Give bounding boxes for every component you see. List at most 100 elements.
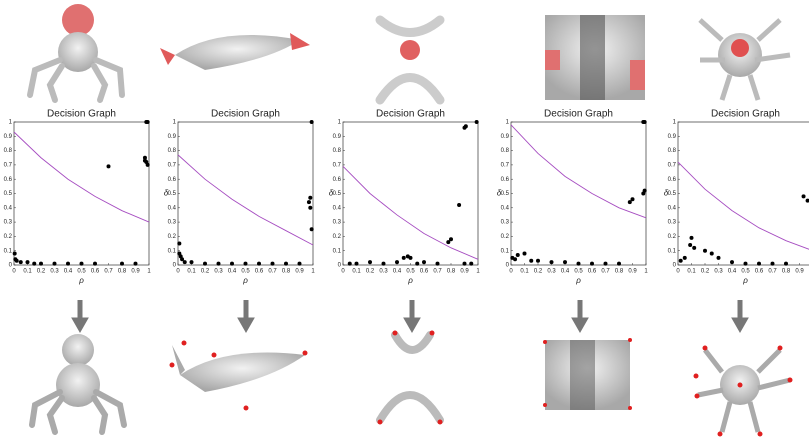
y-tick-label: 0.2 (333, 234, 342, 240)
x-tick-label: 0.4 (728, 269, 737, 275)
y-tick-label: 0.2 (168, 234, 177, 240)
x-tick-label: 0.3 (547, 269, 556, 275)
y-tick-label: 0.1 (168, 248, 177, 254)
x-tick-label: 0.5 (77, 269, 86, 275)
x-axis-label: ρ (78, 276, 84, 285)
x-tick-label: 0.3 (214, 269, 223, 275)
x-tick-label: 0.2 (201, 269, 210, 275)
point (577, 262, 581, 266)
x-tick-label: 0.8 (615, 269, 624, 275)
y-tick-label: 0.4 (333, 205, 342, 211)
chart-title: Decision Graph (711, 109, 780, 120)
arrows (72, 300, 748, 332)
y-tick-label: 0.3 (333, 220, 342, 226)
x-tick-label: 0.7 (104, 269, 113, 275)
x-tick-label: 1 (311, 269, 315, 275)
x-tick-label: 0.5 (406, 269, 415, 275)
point (679, 259, 683, 263)
x-tick-label: 0.1 (687, 269, 696, 275)
x-tick-label: 0 (676, 269, 680, 275)
point (402, 256, 406, 260)
point (39, 262, 43, 266)
y-tick-label: 0.7 (501, 162, 510, 168)
x-tick-label: 0.8 (782, 269, 791, 275)
y-tick-label: 0.2 (668, 234, 677, 240)
x-tick-label: 0.9 (295, 269, 304, 275)
point (80, 262, 84, 266)
x-tick-label: 0.6 (755, 269, 764, 275)
y-tick-label: 0.4 (501, 205, 510, 211)
x-tick-label: 0.9 (628, 269, 637, 275)
x-tick-label: 0.9 (460, 269, 469, 275)
x-tick-label: 0.3 (714, 269, 723, 275)
y-tick-label: 0.6 (668, 177, 677, 183)
x-axis-label: ρ (407, 276, 413, 285)
x-axis-label: ρ (242, 276, 248, 285)
plot-frame (178, 122, 313, 265)
x-tick-label: 0.7 (268, 269, 277, 275)
y-tick-label: 0.3 (501, 220, 510, 226)
point (604, 262, 608, 266)
y-tick-label: 0.6 (501, 177, 510, 183)
y-tick-label: 0.8 (4, 148, 13, 154)
y-tick-label: 0.5 (668, 191, 677, 197)
x-tick-label: 0 (509, 269, 513, 275)
x-tick-label: 0.2 (366, 269, 375, 275)
x-axis-label: ρ (575, 276, 581, 285)
chart-title: Decision Graph (211, 109, 280, 120)
point (19, 260, 23, 264)
y-tick-label: 0.6 (4, 177, 13, 183)
point (717, 256, 721, 260)
point (563, 260, 567, 264)
curve (178, 155, 313, 245)
x-tick-label: 0.2 (37, 269, 46, 275)
x-tick-label: 0.5 (574, 269, 583, 275)
point (529, 259, 533, 263)
x-tick-label: 0.4 (64, 269, 73, 275)
point (771, 262, 775, 266)
point (643, 189, 647, 193)
chart-title: Decision Graph (47, 109, 116, 120)
point (806, 199, 809, 203)
point (730, 260, 734, 264)
point (382, 262, 386, 266)
plot-frame (343, 122, 478, 265)
y-tick-label: 0.3 (668, 220, 677, 226)
y-tick-label: 0.8 (333, 148, 342, 154)
plot-frame (14, 122, 149, 265)
y-tick-label: 0.5 (4, 191, 13, 197)
point (683, 256, 687, 260)
y-tick-label: 0.1 (333, 248, 342, 254)
top-models (30, 4, 790, 100)
x-tick-label: 0.4 (561, 269, 570, 275)
x-tick-label: 1 (147, 269, 151, 275)
point (643, 120, 647, 124)
point (692, 246, 696, 250)
x-tick-label: 0.9 (795, 269, 804, 275)
point (32, 262, 36, 266)
point (457, 203, 461, 207)
point (513, 257, 517, 261)
point (93, 262, 97, 266)
point (203, 262, 207, 266)
point (449, 237, 453, 241)
point (146, 163, 150, 167)
y-tick-label: 0.1 (668, 248, 677, 254)
y-tick-label: 0.2 (501, 234, 510, 240)
point (690, 236, 694, 240)
point (475, 120, 479, 124)
point (53, 262, 57, 266)
point (703, 249, 707, 253)
point (784, 262, 788, 266)
y-tick-label: 0.4 (168, 205, 177, 211)
y-tick-label: 0.1 (501, 248, 510, 254)
y-tick-label: 0.9 (168, 134, 177, 140)
x-tick-label: 1 (644, 269, 648, 275)
point (617, 262, 621, 266)
x-tick-label: 0.6 (420, 269, 429, 275)
point (436, 262, 440, 266)
point (310, 227, 314, 231)
point (744, 262, 748, 266)
point (13, 252, 17, 256)
